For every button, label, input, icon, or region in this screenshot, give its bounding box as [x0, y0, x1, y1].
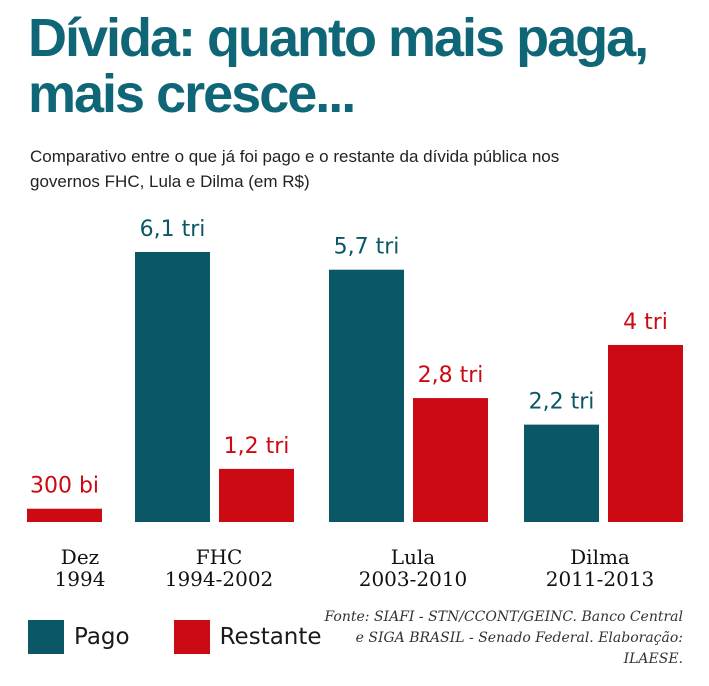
legend-swatch-restante	[173, 620, 210, 654]
category-label-2: Lula 2003-2010	[359, 545, 468, 591]
data-label-restante-3: 4 tri	[623, 310, 668, 335]
chart-title: Dívida: quanto mais paga, mais cresce...	[28, 8, 649, 124]
bar-chart: 6,1 tri 5,7 tri 2,2 tri 300 bi 1,2 tri 2,8 tr…	[27, 217, 683, 591]
bar-restante-3	[608, 344, 683, 522]
data-label-restante-2: 2,8 tri	[418, 363, 484, 388]
bar-restante-2	[413, 398, 488, 522]
bar-restante-0	[27, 508, 102, 522]
bar-pago-3	[524, 424, 599, 522]
legend-swatch-pago	[28, 620, 64, 654]
legend-item-restante: Restante	[173, 620, 322, 654]
source-note: Fonte: SIAFI - STN/CCONT/GEINC. Banco Ce…	[324, 609, 683, 667]
legend-label-pago: Pago	[74, 624, 130, 650]
bar-pago-2	[329, 269, 404, 522]
data-label-pago-2: 5,7 tri	[334, 235, 400, 260]
legend: Pago Restante	[28, 620, 366, 654]
category-label-3: Dilma 2011-2013	[546, 545, 655, 591]
data-label-restante-0: 300 bi	[30, 474, 99, 499]
chart-subtitle: Comparativo entre o que já foi pago e o …	[30, 147, 560, 191]
data-label-restante-1: 1,2 tri	[224, 434, 290, 459]
category-label-0: Dez 1994	[55, 545, 106, 591]
legend-label-restante: Restante	[219, 624, 322, 650]
bar-pago-1	[135, 252, 210, 522]
data-label-pago-3: 2,2 tri	[529, 390, 595, 415]
legend-item-pago: Pago	[28, 620, 130, 654]
bar-restante-1	[219, 468, 294, 522]
data-label-pago-1: 6,1 tri	[140, 217, 206, 242]
category-label-1: FHC 1994-2002	[165, 545, 274, 591]
